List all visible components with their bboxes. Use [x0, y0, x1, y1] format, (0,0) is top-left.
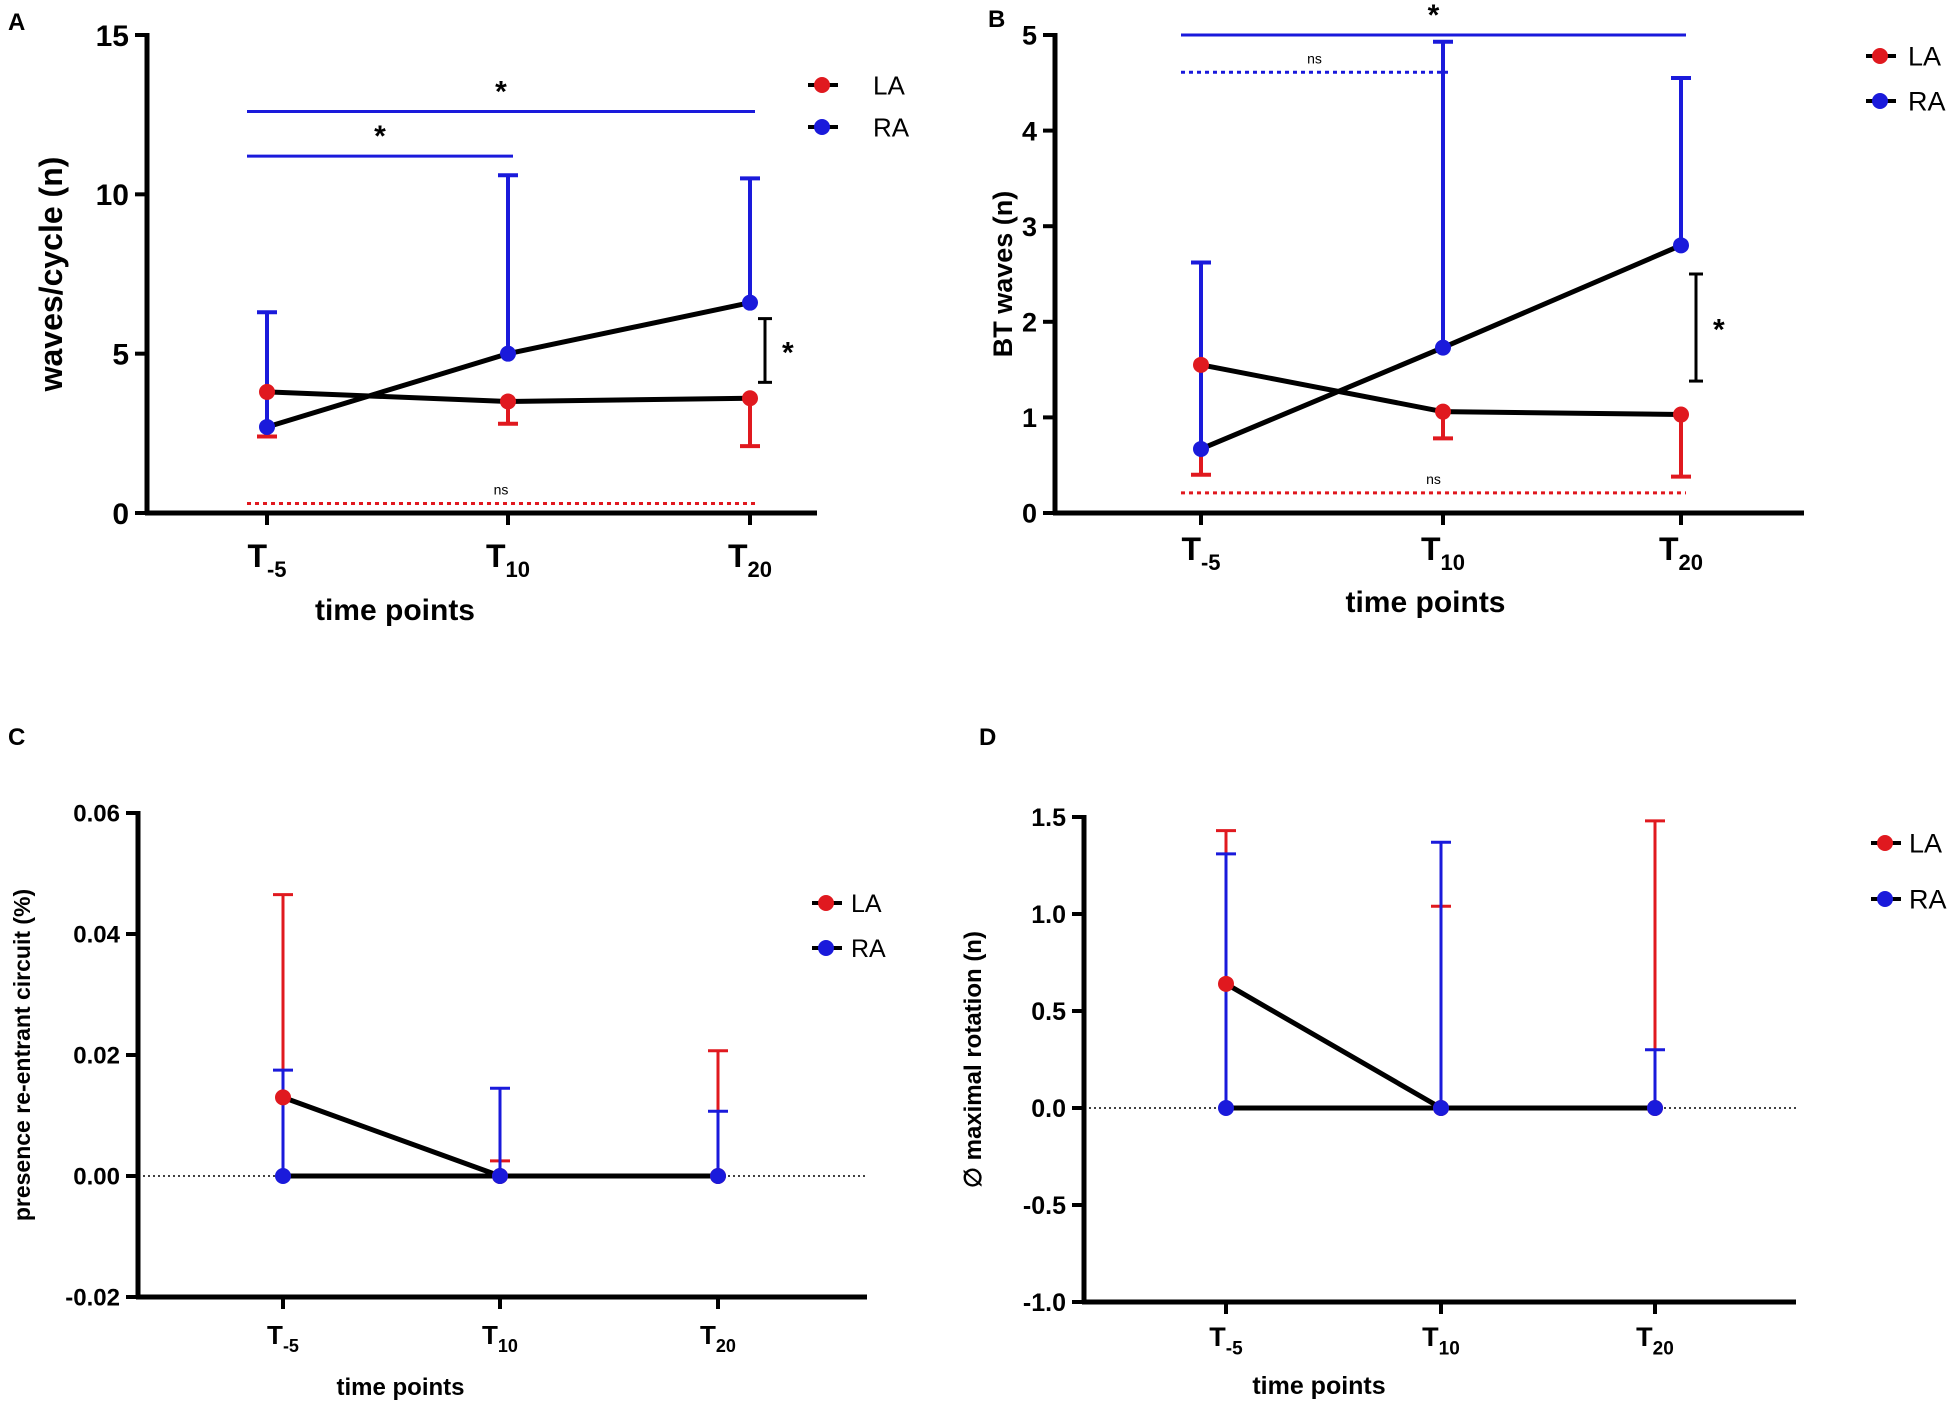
y-tick-label: 5 — [112, 338, 129, 371]
y-axis-title: ∅ maximal rotation (n) — [960, 931, 987, 1188]
legend-label-la: LA — [1908, 42, 1941, 72]
x-tick-label: T20 — [1636, 1322, 1674, 1360]
y-tick-label: -0.02 — [65, 1285, 120, 1312]
y-tick-label: 0.5 — [1031, 998, 1066, 1026]
ns-label: ns — [1426, 471, 1441, 487]
data-point-ra — [1647, 1100, 1663, 1116]
y-tick-label: 1 — [1022, 403, 1037, 433]
y-tick-label: 0.00 — [73, 1164, 120, 1191]
legend-marker-la — [1872, 48, 1888, 64]
panel-d: D -1.0 -0.5 0.0 0.5 1.0 1.5 T-5 T10 T20 time point… — [960, 724, 1947, 1400]
y-tick-label: -1.0 — [1023, 1289, 1066, 1317]
y-tick-label: 1.0 — [1031, 901, 1066, 929]
legend-marker-ra — [814, 119, 830, 135]
legend-label-la: LA — [851, 890, 882, 918]
y-tick-label: 3 — [1022, 212, 1037, 242]
legend-marker-la — [1877, 835, 1893, 851]
x-tick-label: T20 — [1659, 531, 1703, 575]
panel-b: B * ns ns * 0 1 2 3 4 5 T-5 T10 T20 time points BT wave… — [988, 0, 1946, 619]
y-tick-label: 10 — [96, 179, 129, 212]
y-tick-label: 1.5 — [1031, 804, 1066, 832]
x-tick-label: T-5 — [1181, 531, 1220, 575]
data-point-la — [1193, 356, 1209, 373]
y-tick-label: 0.02 — [73, 1043, 120, 1070]
data-point-ra — [1433, 1100, 1449, 1116]
significance-star: * — [374, 120, 386, 153]
data-point-ra — [742, 294, 758, 311]
x-axis-title: time points — [1345, 586, 1505, 619]
legend-marker-la — [818, 895, 834, 911]
data-point-ra — [1435, 339, 1451, 356]
y-tick-label: 0.06 — [73, 801, 120, 828]
legend-marker-ra — [818, 940, 834, 956]
data-point-la — [1218, 975, 1234, 992]
y-axis-title: presence re-entrant circuit (%) — [9, 889, 35, 1221]
data-point-ra — [275, 1168, 291, 1184]
x-tick-label: T10 — [482, 1320, 518, 1356]
x-tick-label: T10 — [1421, 531, 1465, 575]
ns-label: ns — [1307, 50, 1322, 66]
y-tick-label: 2 — [1022, 308, 1037, 338]
data-point-la — [742, 390, 758, 407]
legend-label-ra: RA — [1908, 87, 1946, 117]
data-point-la — [275, 1089, 291, 1106]
data-point-ra — [259, 418, 275, 435]
data-point-ra — [1218, 1100, 1234, 1116]
panel-c: C -0.02 0.00 0.02 0.04 0.06 T-5 T10 T20 time poin… — [8, 724, 886, 1401]
x-tick-label: T10 — [1422, 1322, 1460, 1360]
legend-marker-ra — [1872, 93, 1888, 109]
data-point-ra — [492, 1168, 508, 1184]
data-point-la — [1673, 406, 1689, 423]
x-axis-title: time points — [315, 594, 475, 627]
legend-label-ra: RA — [1909, 885, 1947, 915]
x-axis-title: time points — [336, 1374, 464, 1401]
data-point-ra — [710, 1168, 726, 1184]
data-point-ra — [1673, 237, 1689, 254]
y-tick-label: 0 — [112, 498, 129, 531]
significance-star: * — [1428, 0, 1440, 32]
y-tick-label: 0.04 — [73, 922, 120, 949]
legend-label-ra: RA — [873, 112, 910, 142]
legend-label-la: LA — [1909, 829, 1942, 859]
legend-label-la: LA — [873, 70, 905, 100]
y-tick-label: -0.5 — [1023, 1192, 1066, 1220]
x-tick-label: T-5 — [247, 538, 286, 582]
y-tick-label: 15 — [96, 20, 129, 53]
ns-label: ns — [494, 481, 509, 497]
data-point-la — [1435, 403, 1451, 420]
y-tick-label: 5 — [1022, 21, 1037, 51]
legend-marker-la — [814, 77, 830, 93]
data-point-ra — [500, 345, 516, 362]
panel-letter: C — [8, 724, 25, 751]
y-axis-title: BT waves (n) — [988, 191, 1018, 358]
y-tick-label: 0 — [1022, 499, 1037, 529]
panel-letter: A — [8, 9, 25, 36]
panel-letter: B — [988, 6, 1005, 33]
data-point-la — [500, 393, 516, 410]
y-tick-label: 4 — [1022, 116, 1037, 146]
x-axis-title: time points — [1252, 1372, 1385, 1400]
x-tick-label: T20 — [700, 1320, 736, 1356]
panel-a: A * * ns * 0 5 10 15 T-5 T10 T20 time points waves/cy… — [8, 9, 910, 627]
legend-label-ra: RA — [851, 935, 886, 963]
significance-star: * — [1713, 314, 1725, 347]
legend-marker-ra — [1877, 891, 1893, 907]
significance-star: * — [495, 75, 507, 108]
data-point-ra — [1193, 440, 1209, 457]
significance-star: * — [782, 336, 794, 369]
data-point-la — [259, 383, 275, 400]
y-tick-label: 0.0 — [1031, 1095, 1066, 1123]
panel-letter: D — [979, 724, 996, 751]
x-tick-label: T20 — [728, 538, 772, 582]
x-tick-label: T-5 — [267, 1320, 299, 1356]
x-tick-label: T-5 — [1209, 1322, 1243, 1360]
x-tick-label: T10 — [486, 538, 530, 582]
y-axis-title: waves/cycle (n) — [33, 157, 69, 393]
